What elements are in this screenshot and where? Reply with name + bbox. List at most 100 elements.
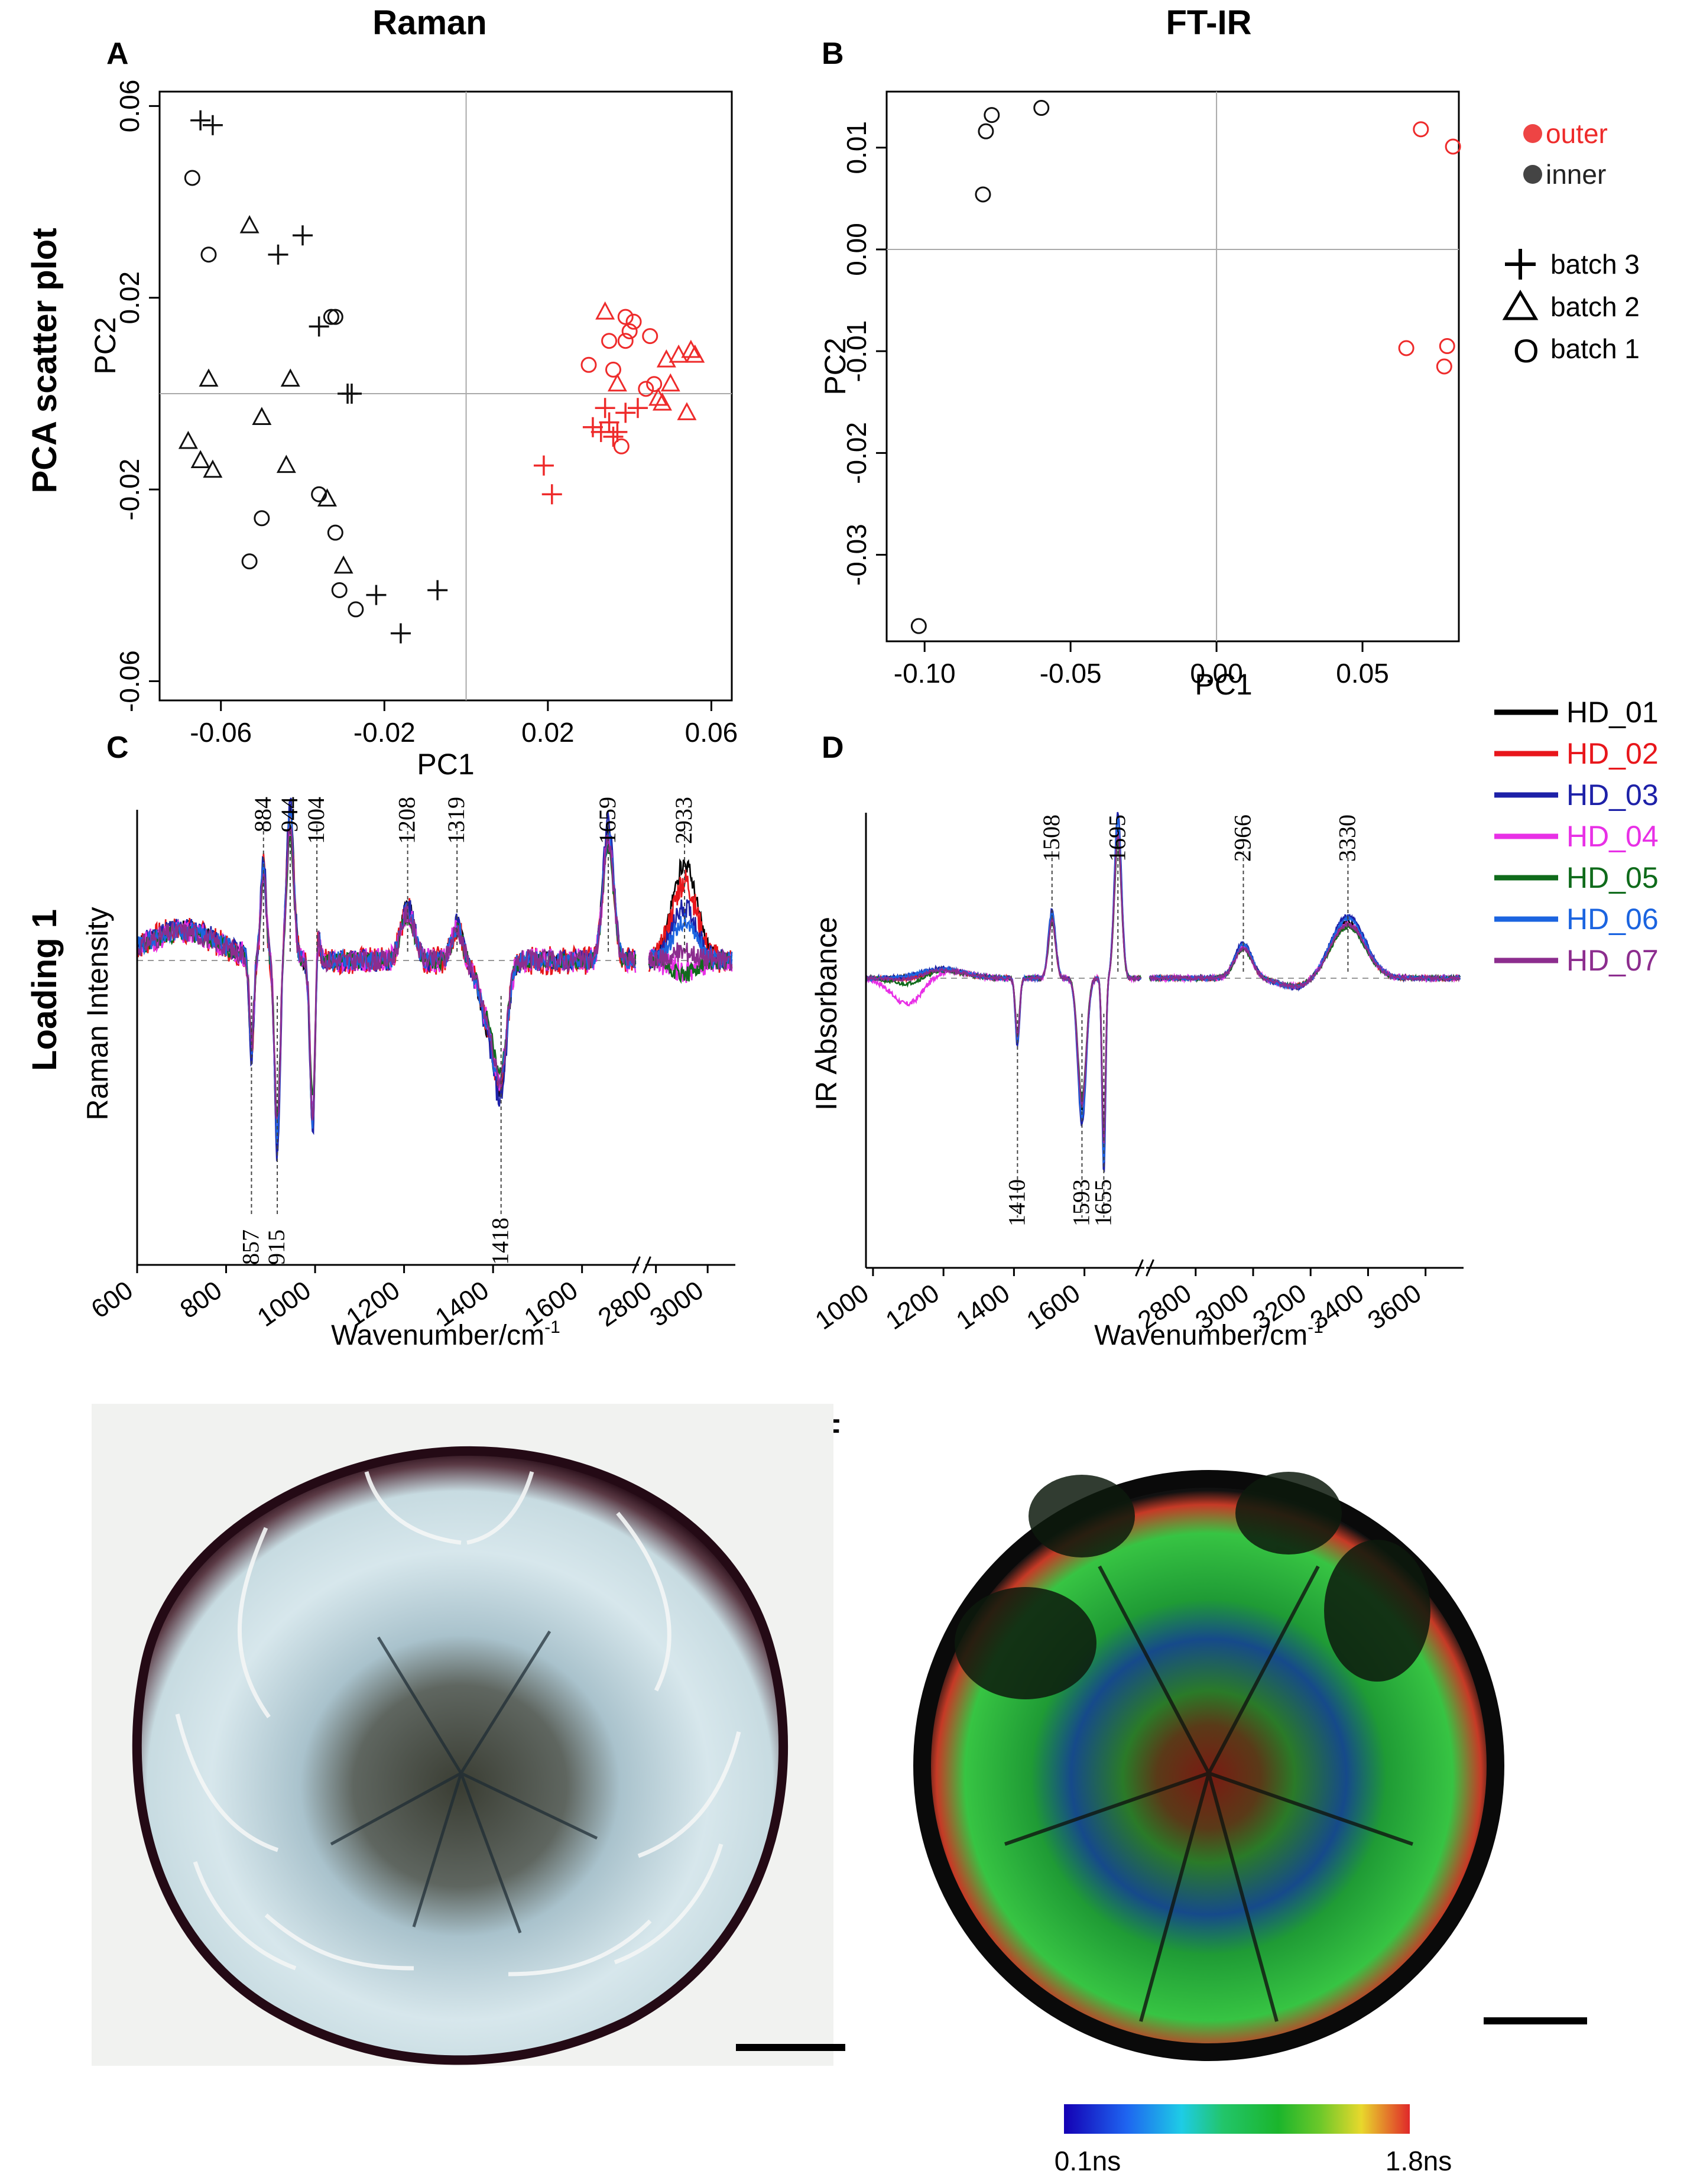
peak-label-up: 1659 <box>594 797 621 844</box>
inner-point <box>190 450 210 468</box>
y-tick-label: 0.02 <box>114 271 145 324</box>
legend-batch1-label: batch 1 <box>1550 333 1640 364</box>
x-axis-label-sup: -1 <box>544 1317 560 1337</box>
series-line-hd-02 <box>136 810 637 1133</box>
outer-point <box>1398 340 1414 356</box>
peak-label-up: 1004 <box>303 797 329 844</box>
pca-plot-raman: -0.06 -0.02 0.02 0.06 -0.06 -0.02 0.02 0.06 PC1… <box>89 80 738 781</box>
x-tick-label: 800 <box>175 1276 227 1324</box>
x-tick-label: 3000 <box>645 1276 709 1332</box>
outer-point <box>582 417 603 437</box>
series-line-hd-07 <box>648 942 733 971</box>
x-axis-label: Wavenumber/cm-1 <box>1094 1317 1323 1351</box>
outer-point <box>617 333 634 349</box>
peak-label-up: 1695 <box>1104 814 1130 862</box>
inner-point <box>348 601 364 618</box>
outer-point <box>1436 358 1452 375</box>
outer-point <box>613 438 630 455</box>
axis-break <box>632 1256 651 1274</box>
outer-point <box>599 412 619 433</box>
peak-label-down: 1593 <box>1068 1179 1094 1226</box>
outer-point <box>617 309 634 325</box>
peak-label-up: 2933 <box>670 797 697 844</box>
inner-point <box>390 623 411 644</box>
x-axis-label: PC1 <box>1195 668 1252 701</box>
outer-point <box>603 426 624 447</box>
radial-fissures <box>1004 1565 1413 2022</box>
y-tick-label: -0.02 <box>841 422 872 484</box>
outer-point <box>541 484 562 505</box>
peak-label-up: 1319 <box>443 797 469 844</box>
x-tick-label: 2800 <box>593 1276 657 1332</box>
inner-point <box>202 115 223 135</box>
inner-point <box>323 309 339 325</box>
inner-point <box>978 123 994 139</box>
peak-label-down: 857 <box>237 1229 264 1265</box>
inner-point <box>327 524 343 541</box>
x-tick-label: 1000 <box>810 1278 874 1335</box>
legend-label-hd-02: HD_02 <box>1566 737 1659 770</box>
sample-legend: HD_01 HD_02 HD_03 HD_04 HD_05 HD_06 HD_07 <box>1494 696 1659 977</box>
x-tick-label: 1600 <box>1021 1278 1085 1335</box>
outer-point <box>1413 121 1429 138</box>
column-title-ftir: FT-IR <box>1166 4 1252 42</box>
y-tick-label: -0.03 <box>841 524 872 586</box>
y-axis-label: PC2 <box>819 338 852 395</box>
outer-point <box>605 361 621 378</box>
scale-bar <box>1484 2017 1587 2024</box>
x-tick-label: 0.00 <box>1190 658 1243 689</box>
peak-label-up: 1208 <box>394 797 420 844</box>
x-axis-label: Wavenumber/cm-1 <box>331 1317 560 1351</box>
x-tick-label: 0.06 <box>685 717 738 748</box>
scale-bar <box>736 2044 845 2051</box>
panel-letter-b: B <box>822 37 844 71</box>
y-axis-label: IR Absorbance <box>810 917 843 1111</box>
peak-label-down: 1410 <box>1003 1179 1030 1226</box>
outer-point <box>621 323 638 340</box>
legend-label-hd-01: HD_01 <box>1566 696 1659 729</box>
outer-point <box>607 373 627 392</box>
outer-point <box>669 344 689 363</box>
peak-label-up: 1508 <box>1038 814 1065 862</box>
outer-point <box>1439 338 1455 355</box>
inner-point <box>309 316 329 337</box>
legend-label-hd-07: HD_07 <box>1566 944 1659 977</box>
legend-label-hd-04: HD_04 <box>1566 820 1659 853</box>
outer-point <box>681 339 701 358</box>
x-axis-label: PC1 <box>417 748 474 781</box>
x-tick-label: 0.05 <box>1336 658 1389 689</box>
outer-point <box>685 344 705 363</box>
batch-3-plus-icon <box>1505 249 1536 280</box>
y-tick-label: -0.01 <box>841 320 872 382</box>
series-line-hd-04 <box>136 827 637 1134</box>
droplet-disc <box>132 1446 789 2065</box>
x-tick-label: 0.02 <box>521 717 575 748</box>
colorbar-max-label: 1.8ns <box>1386 2146 1452 2176</box>
inner-point <box>984 107 1000 124</box>
x-tick-label: -0.06 <box>190 717 252 748</box>
peak-label-down: 915 <box>263 1229 290 1265</box>
inner-point <box>427 580 448 601</box>
outer-point <box>1445 138 1461 155</box>
legend-label-hd-06: HD_06 <box>1566 903 1659 936</box>
inner-point <box>293 225 313 246</box>
inner-point <box>254 510 270 527</box>
outer-point <box>642 328 658 345</box>
x-tick-label: -0.10 <box>894 658 956 689</box>
y-axis-label: PC2 <box>89 317 122 374</box>
x-tick-label: 600 <box>86 1276 138 1324</box>
series-line-hd-03 <box>136 797 637 1161</box>
y-tick-label: 0.06 <box>114 80 145 133</box>
radial-fissures <box>330 1630 598 1933</box>
y-tick-label: 0.00 <box>841 223 872 276</box>
x-tick-label: -0.02 <box>353 717 416 748</box>
outer-point <box>607 421 628 442</box>
y-tick-label: -0.06 <box>114 650 145 712</box>
legend-outer-swatch <box>1523 124 1542 143</box>
inner-point <box>280 368 300 387</box>
peak-label-down: 1418 <box>487 1218 514 1265</box>
inner-point <box>178 430 198 449</box>
outer-point <box>646 376 663 392</box>
crack-lines <box>175 1471 741 1977</box>
